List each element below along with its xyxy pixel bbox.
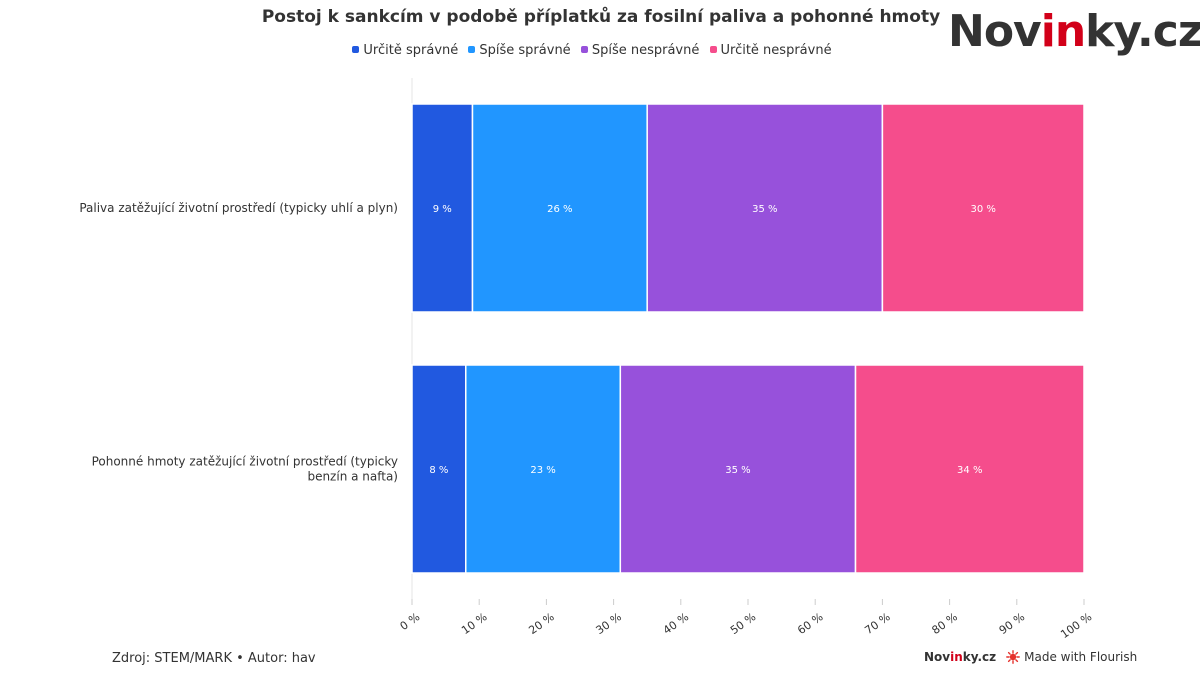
bar-data-label: 35 % — [725, 465, 750, 476]
legend-label: Spíše nesprávné — [591, 43, 700, 58]
chart-legend: Určitě správné Spíše správné Spíše nespr… — [0, 43, 1186, 58]
x-tick-label: 50 % — [728, 610, 758, 637]
x-tick-label: 30 % — [594, 610, 624, 637]
legend-item-urcite-nespravne[interactable]: Určitě nesprávné — [709, 43, 832, 58]
x-tick-label: 0 % — [398, 610, 423, 633]
footer-brand-prefix: Nov — [924, 650, 951, 664]
x-tick-label: 20 % — [526, 610, 556, 637]
bar-data-label: 26 % — [547, 204, 572, 215]
novinky-logo[interactable]: Novinky.cz — [948, 6, 1200, 57]
source-credit: Zdroj: STEM/MARK • Autor: hav — [112, 651, 316, 666]
legend-label: Spíše správné — [479, 43, 571, 58]
bar-data-label: 30 % — [970, 204, 995, 215]
footer-credits: Novinky.cz Made with Flourish — [924, 650, 1137, 664]
bar-data-label: 35 % — [752, 204, 777, 215]
footer-brand[interactable]: Novinky.cz — [924, 650, 996, 664]
x-tick-label: 80 % — [930, 610, 960, 637]
x-tick-label: 70 % — [862, 610, 892, 637]
bar-data-label: 23 % — [530, 465, 555, 476]
x-tick-label: 40 % — [661, 610, 691, 637]
legend-item-urcite-spravne[interactable]: Určitě správné — [352, 43, 458, 58]
legend-swatch — [580, 46, 588, 53]
legend-swatch — [468, 46, 476, 53]
bar-data-label: 8 % — [429, 465, 448, 476]
x-tick-label: 10 % — [459, 610, 489, 637]
x-tick-label: 100 % — [1058, 610, 1094, 641]
logo-text-suffix: ky.cz — [1085, 6, 1200, 57]
legend-item-spise-nespravne[interactable]: Spíše nesprávné — [580, 43, 700, 58]
logo-text-prefix: Nov — [948, 6, 1042, 57]
chart-title: Postoj k sankcím v podobě příplatků za f… — [261, 7, 941, 27]
legend-label: Určitě nesprávné — [720, 43, 832, 58]
bar-segment[interactable] — [471, 103, 648, 313]
bar-segment[interactable] — [646, 103, 884, 313]
category-label: Paliva zatěžující životní prostředí (typ… — [79, 201, 398, 215]
footer-brand-suffix: ky.cz — [962, 650, 997, 664]
legend-swatch — [352, 46, 360, 53]
x-tick-label: 60 % — [795, 610, 825, 637]
legend-label: Určitě správné — [363, 43, 459, 58]
category-label: Pohonné hmoty zatěžující životní prostře… — [92, 455, 398, 484]
bar-data-label: 34 % — [957, 465, 982, 476]
bar-data-label: 9 % — [433, 204, 452, 215]
x-tick-label: 90 % — [997, 610, 1027, 637]
bar-segment[interactable] — [619, 364, 857, 574]
flourish-burst-icon — [1006, 650, 1021, 664]
bar-segment[interactable] — [881, 103, 1085, 313]
bar-segment[interactable] — [411, 364, 467, 574]
made-with-flourish-link[interactable]: Made with Flourish — [1024, 650, 1138, 664]
bar-segment[interactable] — [854, 364, 1085, 574]
legend-swatch — [709, 46, 717, 53]
footer-brand-accent: in — [950, 650, 963, 664]
legend-item-spise-spravne[interactable]: Spíše správné — [468, 43, 571, 58]
logo-text-accent: in — [1040, 6, 1086, 57]
